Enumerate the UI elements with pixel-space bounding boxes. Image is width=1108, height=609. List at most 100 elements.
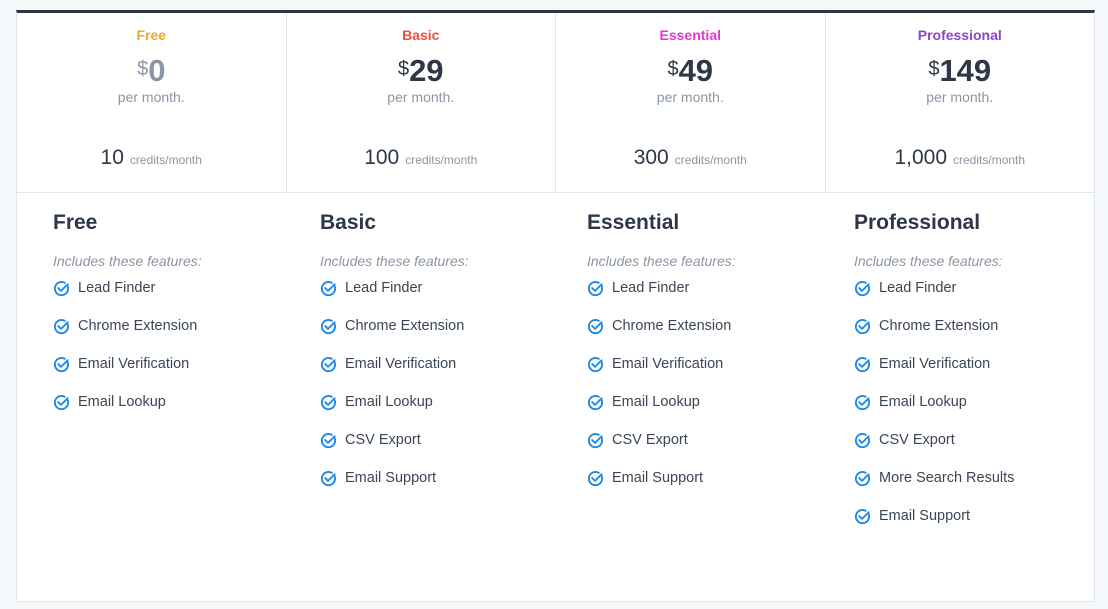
price-amount: 149	[939, 53, 992, 88]
feature-label: Chrome Extension	[78, 318, 198, 334]
plan-header-free: Free $0 per month. 10 credits/month	[17, 13, 287, 192]
feature-item: Email Lookup	[587, 383, 736, 421]
plan-title: Free	[53, 211, 98, 234]
plan-title: Professional	[854, 211, 981, 234]
plan-price: $49	[556, 55, 825, 87]
check-circle-icon	[53, 356, 70, 372]
check-circle-icon	[854, 432, 871, 448]
feature-item: Lead Finder	[53, 269, 202, 307]
feature-item: Lead Finder	[854, 269, 1014, 307]
feature-label: CSV Export	[345, 432, 421, 448]
plan-credits: 1,000 credits/month	[826, 146, 1095, 170]
credits-unit: credits/month	[953, 153, 1026, 167]
feature-label: Chrome Extension	[612, 318, 732, 334]
feature-label: Email Support	[612, 470, 704, 486]
plan-credits: 300 credits/month	[556, 146, 825, 170]
feature-label: Lead Finder	[78, 280, 156, 296]
feature-item: Email Verification	[587, 345, 736, 383]
plan-column-free: Free Includes these features: Lead Finde…	[53, 211, 202, 421]
currency: $	[137, 58, 149, 80]
credits-amount: 300	[633, 146, 669, 169]
check-circle-icon	[587, 356, 604, 372]
check-circle-icon	[320, 280, 337, 296]
credits-unit: credits/month	[405, 153, 478, 167]
check-circle-icon	[854, 394, 871, 410]
price-period: per month.	[387, 89, 455, 105]
check-circle-icon	[320, 470, 337, 486]
currency: $	[667, 58, 679, 80]
check-circle-icon	[320, 318, 337, 334]
feature-label: Email Lookup	[345, 394, 433, 410]
plan-credits: 10 credits/month	[17, 146, 286, 170]
plan-header-essential: Essential $49 per month. 300 credits/mont…	[556, 13, 826, 192]
check-circle-icon	[320, 432, 337, 448]
feature-item: Lead Finder	[587, 269, 736, 307]
credits-amount: 1,000	[894, 146, 948, 169]
feature-item: Chrome Extension	[320, 307, 469, 345]
plan-header-basic: Basic $29 per month. 100 credits/month	[287, 13, 556, 192]
check-circle-icon	[587, 394, 604, 410]
feature-label: Email Support	[345, 470, 437, 486]
check-circle-icon	[587, 470, 604, 486]
feature-label: Lead Finder	[345, 280, 423, 296]
check-circle-icon	[587, 318, 604, 334]
feature-label: Email Support	[879, 508, 971, 524]
plan-column-essential: Essential Includes these features: Lead …	[587, 211, 736, 497]
feature-item: More Search Results	[854, 459, 1014, 497]
feature-label: Email Verification	[612, 356, 724, 372]
feature-label: Email Lookup	[879, 394, 967, 410]
plan-header-professional: Professional $149 per month. 1,000 credit…	[826, 13, 1095, 192]
plan-price: $29	[287, 55, 556, 87]
credits-unit: credits/month	[129, 153, 202, 167]
check-circle-icon	[587, 432, 604, 448]
plan-price: $149	[826, 55, 1095, 87]
plan-column-professional: Professional Includes these features: Le…	[854, 211, 1014, 535]
feature-item: Email Lookup	[320, 383, 469, 421]
plan-name: Basic	[402, 27, 440, 43]
feature-item: Chrome Extension	[854, 307, 1014, 345]
credits-amount: 10	[100, 146, 124, 169]
check-circle-icon	[587, 280, 604, 296]
check-circle-icon	[53, 280, 70, 296]
features-label: Includes these features:	[320, 253, 469, 269]
feature-label: Lead Finder	[879, 280, 957, 296]
features-label: Includes these features:	[854, 253, 1003, 269]
plan-credits: 100 credits/month	[287, 146, 556, 170]
currency: $	[397, 58, 410, 80]
plan-name: Professional	[917, 27, 1002, 43]
credits-amount: 100	[364, 146, 400, 169]
feature-label: CSV Export	[879, 432, 955, 448]
check-circle-icon	[320, 394, 337, 410]
feature-item: Email Support	[587, 459, 736, 497]
feature-item: Lead Finder	[320, 269, 469, 307]
feature-item: Chrome Extension	[587, 307, 736, 345]
price-period: per month.	[656, 89, 724, 105]
feature-item: Email Verification	[53, 345, 202, 383]
feature-label: Email Verification	[345, 356, 457, 372]
feature-item: Email Verification	[320, 345, 469, 383]
feature-item: Chrome Extension	[53, 307, 202, 345]
check-circle-icon	[854, 280, 871, 296]
feature-item: Email Support	[854, 497, 1014, 535]
plan-price: $0	[17, 55, 286, 87]
feature-label: Email Verification	[78, 356, 190, 372]
check-circle-icon	[854, 318, 871, 334]
feature-item: CSV Export	[854, 421, 1014, 459]
check-circle-icon	[53, 318, 70, 334]
feature-label: Email Lookup	[78, 394, 166, 410]
price-period: per month.	[926, 89, 994, 105]
feature-item: Email Support	[320, 459, 469, 497]
feature-item: CSV Export	[587, 421, 736, 459]
check-circle-icon	[854, 470, 871, 486]
feature-item: Email Lookup	[854, 383, 1014, 421]
feature-label: Chrome Extension	[345, 318, 465, 334]
feature-label: More Search Results	[879, 470, 1015, 486]
plan-name: Essential	[659, 27, 721, 43]
feature-label: CSV Export	[612, 432, 688, 448]
price-amount: 29	[409, 53, 444, 88]
feature-item: CSV Export	[320, 421, 469, 459]
price-amount: 49	[678, 53, 714, 88]
check-circle-icon	[854, 508, 871, 524]
price-amount: 0	[148, 53, 166, 88]
plan-headers: Free $0 per month. 10 credits/month Basic…	[17, 13, 1094, 193]
